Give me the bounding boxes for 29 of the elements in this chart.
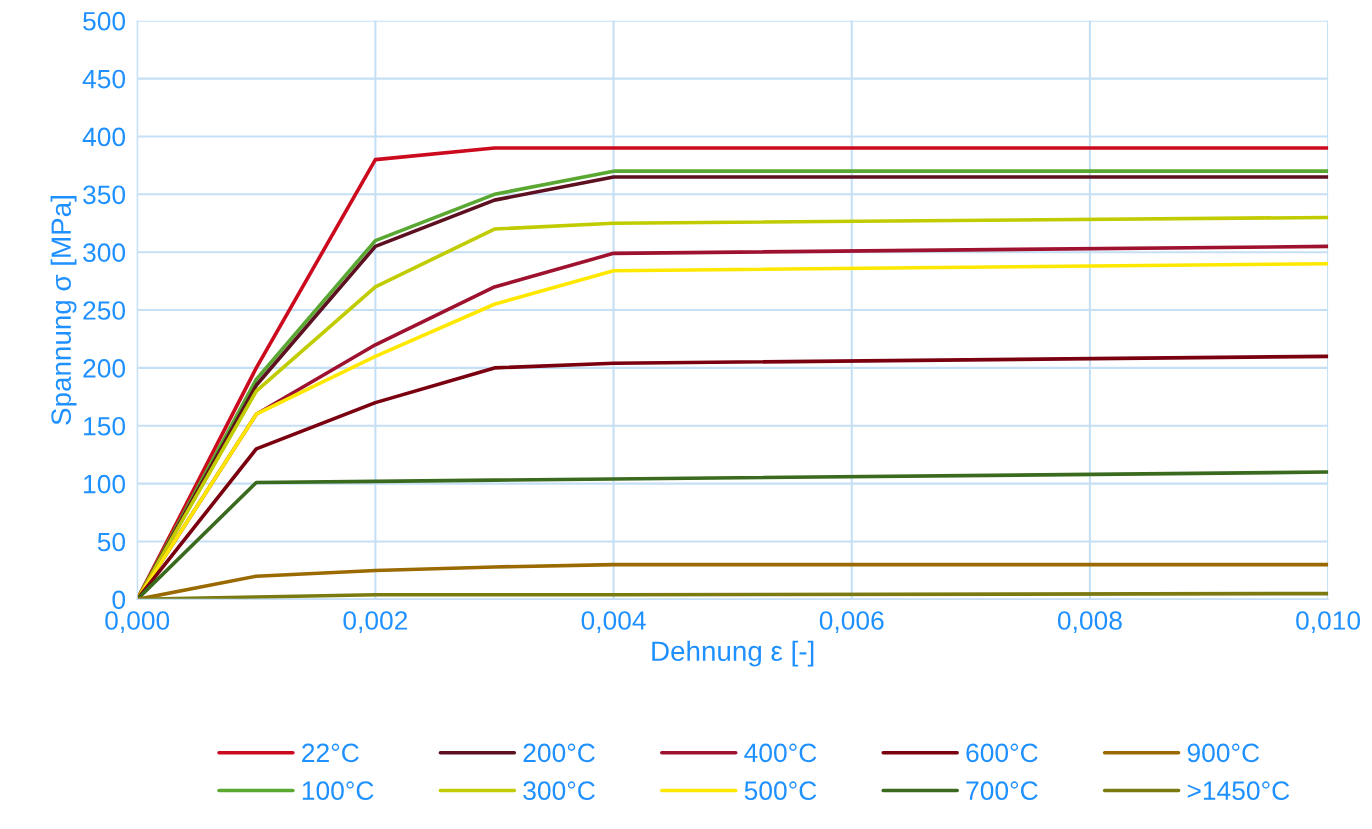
y-tick-label: 300 [83, 243, 126, 262]
x-tick-label: 0,008 [1057, 611, 1122, 633]
x-tick-label: 0,004 [581, 611, 646, 633]
legend-label: 22°C [302, 743, 359, 763]
y-tick-label: 450 [82, 69, 126, 89]
y-tick-label: 400 [82, 127, 126, 147]
y-tick-label: 500 [83, 11, 126, 31]
y-tick-label: 200 [83, 359, 126, 378]
legend-label: >1450°C [1187, 781, 1290, 801]
legend-label: 400°C [744, 743, 817, 763]
legend-label: 500°C [744, 781, 817, 801]
y-tick-label: 0 [112, 590, 126, 610]
legend-label: 600°C [966, 743, 1038, 763]
x-tick-label: 0,000 [105, 611, 170, 633]
y-axis-title: Spannung σ [MPa] [50, 196, 77, 425]
y-tick-label: 350 [83, 185, 126, 205]
x-tick-label: 0,006 [819, 611, 884, 633]
x-axis-title: Dehnung ε [-] [652, 640, 814, 667]
legend-label: 900°C [1187, 743, 1260, 763]
legend-label: 100°C [302, 781, 374, 801]
legend-label: 700°C [966, 781, 1038, 801]
legend-label: 200°C [523, 743, 595, 763]
y-tick-label: 100 [84, 474, 126, 494]
x-tick-label: 0,010 [1296, 611, 1361, 633]
y-tick-label: 250 [83, 301, 126, 320]
legend-label: 300°C [523, 781, 595, 801]
y-tick-label: 150 [84, 416, 126, 436]
y-tick-label: 50 [97, 532, 126, 552]
x-tick-label: 0,002 [343, 611, 408, 633]
